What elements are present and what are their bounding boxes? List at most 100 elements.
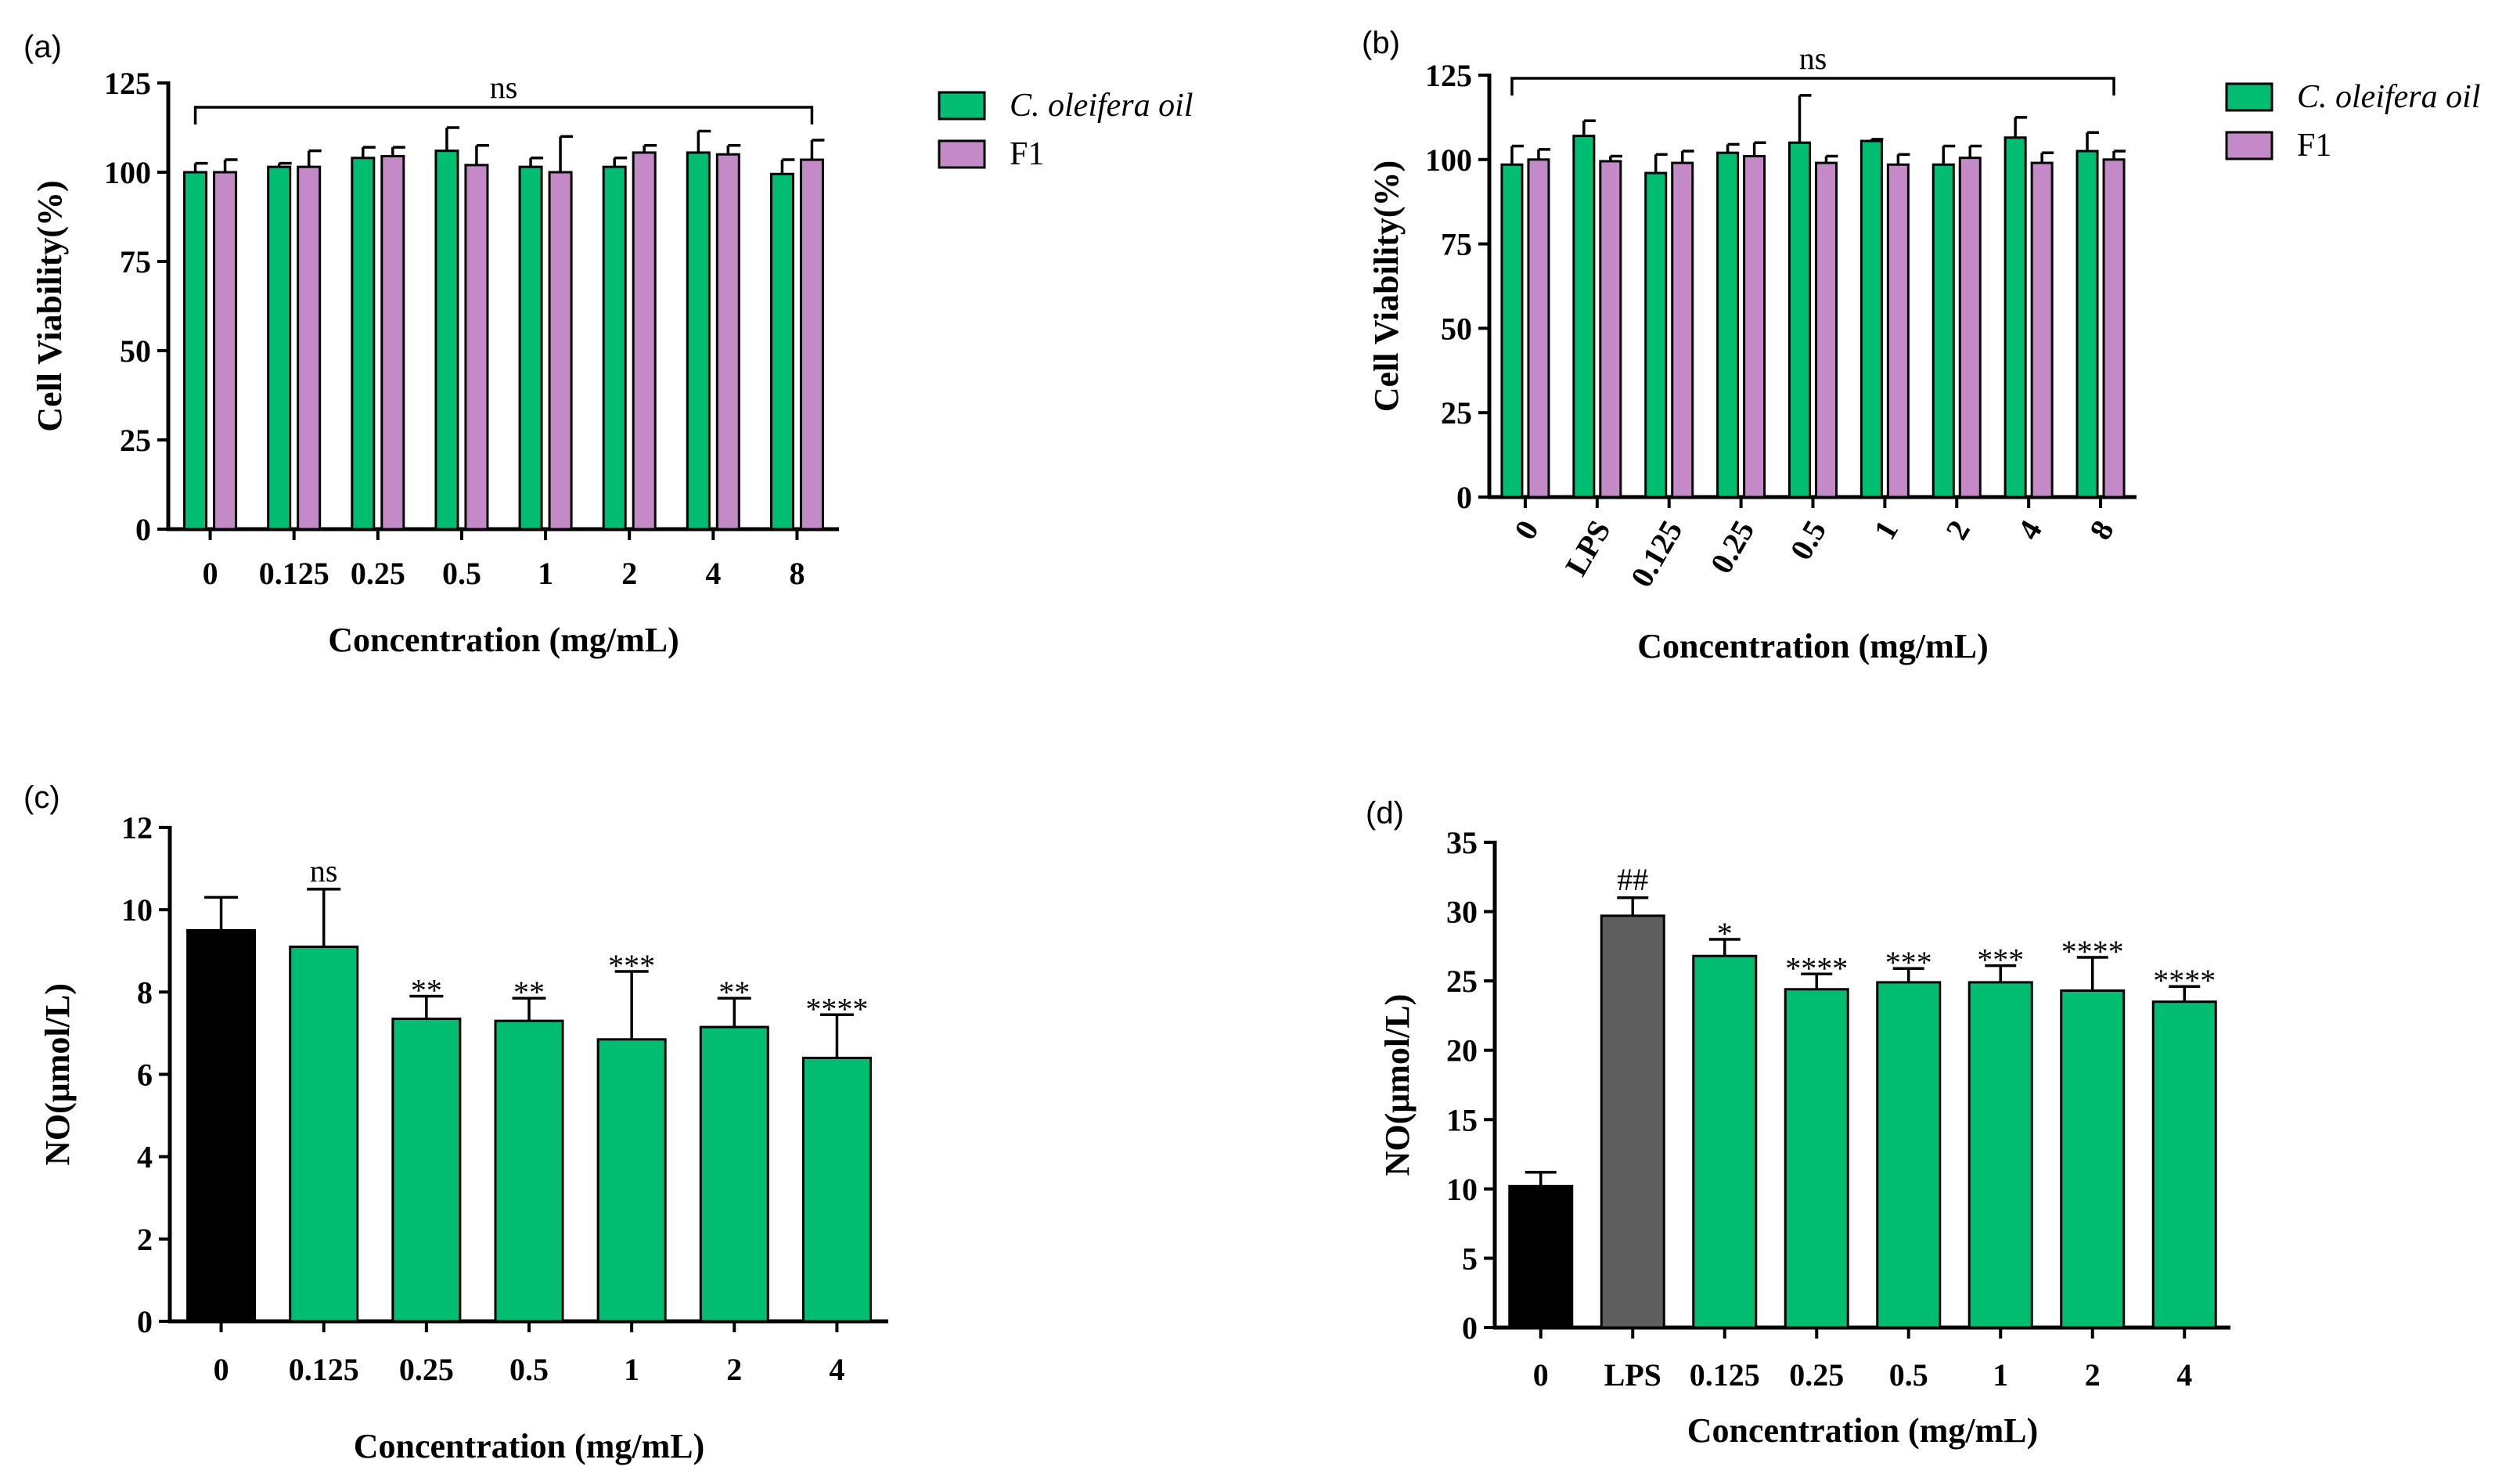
- y-tick-label: 10: [121, 892, 153, 928]
- bracket-label: ns: [1799, 41, 1827, 76]
- x-tick-label: LPS: [1604, 1357, 1661, 1393]
- legend-label: C. oleifera oil: [1010, 88, 1193, 124]
- bar: [1876, 981, 1942, 1329]
- bar-c-oleifera: [1716, 151, 1740, 499]
- bar-c-oleifera: [2003, 136, 2027, 499]
- y-axis-title: NO(μmol/L): [1378, 994, 1417, 1177]
- y-tick-label: 0: [137, 1304, 153, 1339]
- y-tick-label: 25: [120, 423, 151, 458]
- y-tick-label: 5: [1462, 1241, 1478, 1276]
- x-tick-label: 4: [829, 1352, 844, 1387]
- significance-mark: *: [1717, 916, 1733, 951]
- x-tick-label: 1: [624, 1352, 639, 1387]
- significance-bracket: [193, 106, 814, 124]
- bar: [1692, 954, 1758, 1329]
- legend-swatch: [2225, 82, 2273, 112]
- y-tick-label: 100: [1425, 142, 1472, 178]
- x-tick-label: 2: [621, 556, 637, 591]
- bar-c-oleifera: [1572, 135, 1596, 499]
- y-tick-label: 8: [137, 975, 153, 1010]
- bar-f1: [715, 153, 740, 531]
- bar: [596, 1038, 667, 1323]
- x-tick-label: 4: [705, 556, 721, 591]
- y-axis-title: Cell Viability(%): [1367, 160, 1406, 412]
- bar-f1: [2030, 161, 2054, 499]
- bar-c-oleifera: [1931, 163, 1955, 499]
- bar-f1: [632, 151, 657, 531]
- bar-f1: [1599, 160, 1622, 499]
- significance-mark: ns: [310, 853, 338, 888]
- bar: [2151, 1000, 2217, 1329]
- legend-swatch: [938, 91, 986, 121]
- x-tick-label: 0.125: [259, 556, 329, 591]
- legend-swatch: [938, 139, 986, 169]
- bar-c-oleifera: [2075, 150, 2099, 499]
- legend-swatch: [2225, 131, 2273, 160]
- bar-f1: [1815, 161, 1838, 499]
- x-tick-label: 2: [726, 1352, 742, 1387]
- y-tick-label: 125: [1425, 58, 1472, 93]
- bar-f1: [1886, 163, 1910, 499]
- bar-f1: [1527, 158, 1550, 499]
- y-tick-label: 0: [1456, 480, 1472, 515]
- bar-f1: [380, 154, 405, 531]
- bar: [1600, 914, 1665, 1329]
- bar-c-oleifera: [351, 157, 376, 531]
- x-tick-label: 0.5: [1889, 1357, 1928, 1393]
- bar-c-oleifera: [434, 150, 459, 531]
- legend-label: F1: [2297, 128, 2331, 164]
- bar-f1: [213, 171, 238, 531]
- bar-c-oleifera: [267, 165, 292, 531]
- bracket-label: ns: [490, 70, 518, 105]
- y-tick-label: 25: [1446, 964, 1478, 999]
- y-axis-title: NO(μmol/L): [38, 983, 77, 1166]
- bar-f1: [1743, 154, 1766, 499]
- y-tick-label: 100: [104, 155, 151, 190]
- bar-c-oleifera: [769, 172, 794, 531]
- y-tick-label: 0: [1462, 1310, 1478, 1346]
- bar-c-oleifera: [1788, 141, 1811, 499]
- x-tick-label: 0.25: [351, 556, 405, 591]
- significance-mark: **: [718, 975, 750, 1010]
- x-tick-label: 0.25: [1789, 1357, 1844, 1393]
- y-tick-label: 50: [1441, 311, 1472, 346]
- bar: [1967, 981, 2033, 1329]
- x-tick-label: 0.5: [509, 1352, 549, 1387]
- x-tick-label: 0: [1533, 1357, 1549, 1393]
- bar-c-oleifera: [1859, 139, 1883, 499]
- bar-c-oleifera: [1644, 171, 1668, 499]
- significance-mark: **: [513, 975, 545, 1010]
- x-tick-label: 4: [2176, 1357, 2192, 1393]
- x-tick-label: 0: [203, 556, 218, 591]
- x-tick-label: 1: [1993, 1357, 2008, 1393]
- significance-mark: ****: [2153, 963, 2216, 998]
- panel-a: (a) 0 25 50 75 100 125 ns 0 0.125 0.25 0.5 1 2 4 8 Conce…: [23, 30, 1193, 659]
- bar-f1: [297, 165, 322, 531]
- y-tick-label: 25: [1441, 395, 1472, 431]
- significance-mark: ****: [1785, 950, 1848, 986]
- x-tick-label: 8: [789, 556, 805, 591]
- bar-c-oleifera: [183, 171, 208, 531]
- y-tick-label: 35: [1446, 825, 1478, 860]
- x-tick-label: 1: [538, 556, 553, 591]
- significance-mark: ##: [1617, 862, 1648, 897]
- x-tick-label: 0.5: [442, 556, 481, 591]
- bar: [2060, 989, 2126, 1329]
- panel-label: (a): [23, 30, 62, 64]
- x-tick-label: 0.125: [1690, 1357, 1760, 1393]
- y-tick-label: 6: [137, 1058, 153, 1093]
- bar-c-oleifera: [686, 151, 711, 531]
- bar: [494, 1019, 564, 1323]
- bar: [391, 1018, 462, 1323]
- y-tick-label: 20: [1446, 1033, 1478, 1068]
- y-tick-label: 125: [104, 66, 151, 101]
- y-tick-label: 75: [120, 244, 151, 279]
- bar: [289, 945, 359, 1323]
- y-tick-label: 30: [1446, 895, 1478, 930]
- y-tick-label: 2: [137, 1222, 153, 1257]
- significance-mark: ***: [1885, 945, 1932, 980]
- bar: [186, 928, 257, 1323]
